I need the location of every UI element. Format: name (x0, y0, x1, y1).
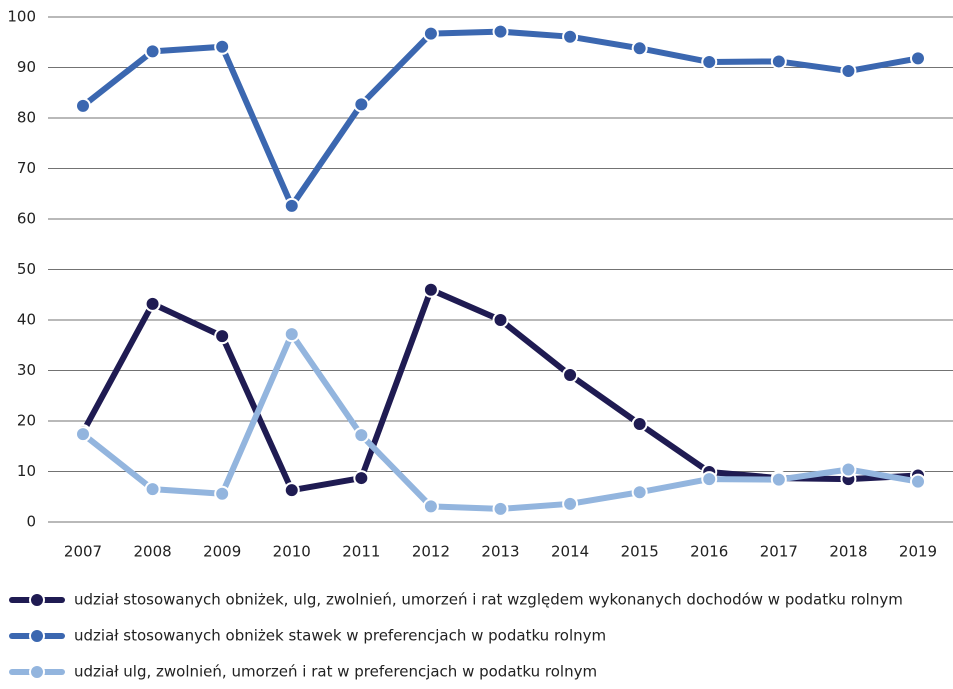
legend-marker (29, 664, 45, 680)
x-tick-label: 2012 (412, 543, 450, 561)
data-point (631, 40, 648, 57)
x-tick-label: 2014 (551, 543, 589, 561)
x-tick-label: 2013 (481, 543, 519, 561)
y-tick-label: 50 (17, 260, 36, 278)
y-tick-label: 80 (17, 109, 36, 127)
y-tick-label: 40 (17, 311, 36, 329)
data-point (422, 281, 439, 298)
data-point (770, 471, 787, 488)
data-point (214, 328, 231, 345)
y-tick-label: 20 (17, 412, 36, 430)
y-tick-label: 30 (17, 361, 36, 379)
y-tick-label: 0 (26, 513, 36, 531)
legend-label: udział stosowanych obniżek stawek w pref… (74, 627, 606, 645)
data-point (631, 416, 648, 433)
data-point (562, 367, 579, 384)
data-point (910, 50, 926, 67)
x-tick-label: 2018 (829, 543, 867, 561)
legend-marker (29, 628, 45, 644)
data-point (353, 470, 370, 487)
x-tick-label: 2016 (690, 543, 728, 561)
data-point (214, 485, 231, 502)
x-tick-label: 2019 (899, 543, 937, 561)
data-point (422, 25, 439, 42)
data-point (840, 63, 857, 80)
data-point (701, 53, 718, 70)
data-point (492, 23, 509, 40)
data-point (353, 427, 370, 444)
legend-label: udział stosowanych obniżek, ulg, zwolnie… (74, 591, 903, 609)
data-point (562, 28, 579, 45)
x-tick-label: 2009 (203, 543, 241, 561)
y-tick-label: 70 (17, 159, 36, 177)
x-tick-label: 2017 (760, 543, 798, 561)
data-point (492, 312, 509, 328)
y-tick-label: 10 (17, 462, 36, 480)
series-line (81, 331, 919, 512)
series-line (81, 28, 919, 209)
x-tick-label: 2015 (621, 543, 659, 561)
data-point (214, 38, 231, 55)
data-point (492, 500, 509, 517)
y-tick-label: 90 (17, 58, 36, 76)
legend-label: udział ulg, zwolnień, umorzeń i rat w pr… (74, 663, 597, 681)
data-point (353, 96, 370, 113)
x-tick-label: 2011 (342, 543, 380, 561)
data-point (144, 43, 161, 60)
data-point (144, 295, 161, 312)
data-point (144, 481, 161, 498)
data-point (283, 197, 300, 214)
data-point (75, 426, 91, 443)
data-point (840, 461, 857, 478)
data-point (562, 495, 579, 512)
data-point (75, 97, 91, 114)
x-tick-label: 2007 (64, 543, 102, 561)
x-tick-label: 2010 (273, 543, 311, 561)
data-point (770, 53, 787, 70)
legend-marker (29, 592, 45, 608)
data-point (910, 473, 926, 490)
data-point (422, 498, 439, 515)
data-point (631, 484, 648, 501)
x-tick-label: 2008 (133, 543, 171, 561)
data-point (701, 471, 718, 488)
y-tick-label: 60 (17, 210, 36, 228)
data-point (283, 326, 300, 343)
y-tick-label: 100 (7, 8, 36, 26)
data-point (283, 482, 300, 499)
